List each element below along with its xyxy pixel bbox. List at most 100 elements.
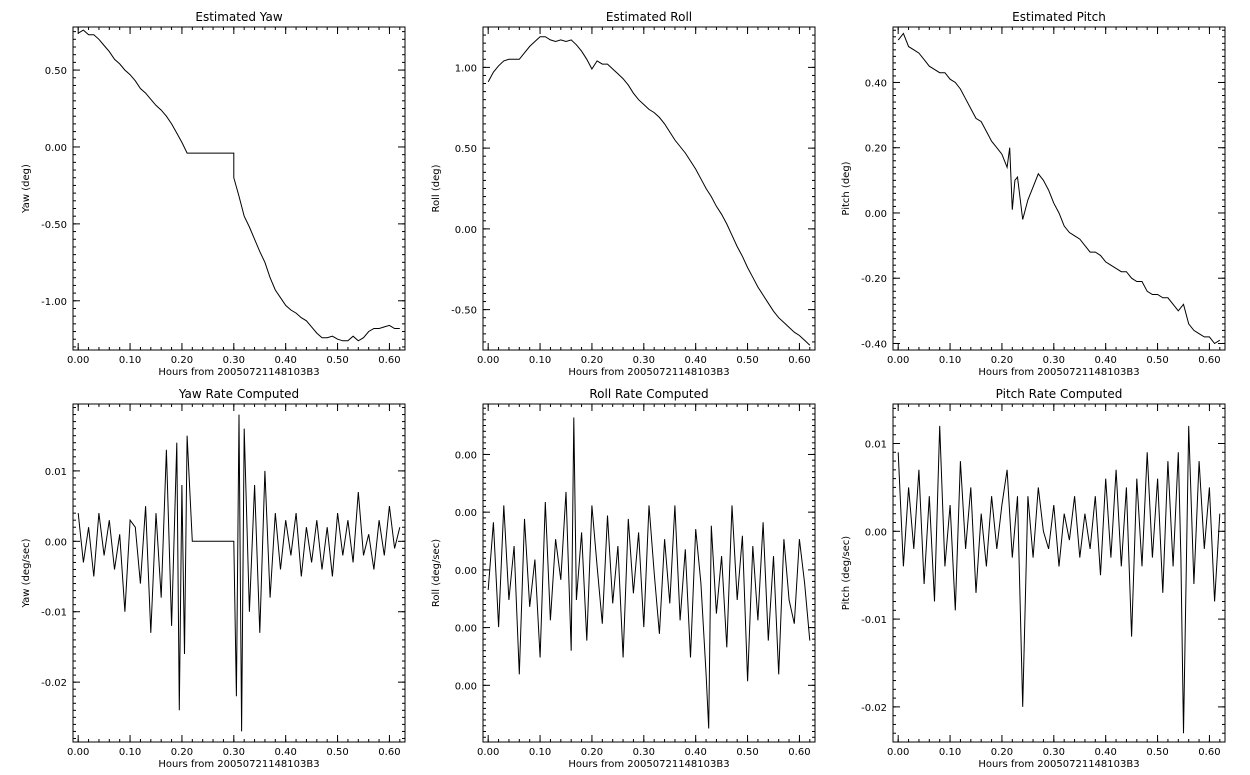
roll-x-tick-label: 0.50 bbox=[736, 355, 758, 366]
pitch_rate-series-line bbox=[897, 425, 1221, 734]
roll-x-tick-label: 0.40 bbox=[685, 355, 707, 366]
roll_rate-ylabel: Roll (deg/sec) bbox=[431, 539, 442, 607]
pitch_rate-y-tick-label: 0.01 bbox=[865, 440, 887, 451]
yaw-y-tick-label: 0.00 bbox=[45, 143, 67, 154]
roll-y-tick-label: 0.00 bbox=[455, 225, 477, 236]
yaw_rate-x-tick-label: 0.10 bbox=[119, 747, 141, 758]
roll-panel: 0.00 0.10 0.20 0.30 0.40 0.50 0.60 -0.50 0.00 0.5… bbox=[431, 10, 816, 378]
pitch_rate-x-tick-label: 0.60 bbox=[1198, 747, 1220, 758]
pitch-y-tick-label: 0.40 bbox=[865, 78, 887, 89]
yaw-x-tick-label: 0.30 bbox=[223, 355, 245, 366]
yaw-ylabel: Yaw (deg) bbox=[21, 164, 32, 214]
roll-x-tick-label: 0.10 bbox=[529, 355, 551, 366]
yaw_rate-x-tick-label: 0.50 bbox=[326, 747, 348, 758]
yaw_rate-ylabel: Yaw (deg/sec) bbox=[21, 538, 32, 608]
yaw-title: Estimated Yaw bbox=[195, 10, 282, 24]
roll-x-tick-label: 0.30 bbox=[633, 355, 655, 366]
roll-xlabel: Hours from 20050721148103B3 bbox=[568, 367, 729, 378]
yaw-x-tick-label: 0.00 bbox=[67, 355, 89, 366]
pitch_rate-x-tick-label: 0.40 bbox=[1095, 747, 1117, 758]
roll_rate-frame bbox=[482, 403, 816, 743]
pitch_rate-x-tick-label: 0.30 bbox=[1043, 747, 1065, 758]
yaw_rate-y-tick-label: 0.00 bbox=[45, 537, 67, 548]
pitch-ylabel: Pitch (deg) bbox=[841, 161, 852, 215]
yaw_rate-y-tick-label: -0.01 bbox=[41, 608, 67, 619]
yaw_rate-x-tick-label: 0.60 bbox=[378, 747, 400, 758]
roll_rate-panel: 0.00 0.10 0.20 0.30 0.40 0.50 0.60 0.00 0.00 0.00… bbox=[431, 387, 816, 770]
pitch-x-tick-label: 0.60 bbox=[1198, 355, 1220, 366]
pitch-x-tick-label: 0.00 bbox=[887, 355, 909, 366]
roll_rate-x-tick-label: 0.00 bbox=[477, 747, 499, 758]
yaw-y-tick-label: 0.50 bbox=[45, 66, 67, 77]
roll_rate-y-tick-label: 0.00 bbox=[455, 508, 477, 519]
roll-x-tick-label: 0.00 bbox=[477, 355, 499, 366]
yaw_rate-frame bbox=[72, 403, 406, 743]
yaw_rate-y-tick-label: -0.02 bbox=[41, 678, 67, 689]
pitch-x-tick-label: 0.10 bbox=[939, 355, 961, 366]
roll_rate-y-tick-label: 0.00 bbox=[455, 681, 477, 692]
roll-y-tick-label: 1.00 bbox=[455, 63, 477, 74]
yaw-frame bbox=[72, 26, 406, 351]
roll_rate-title: Roll Rate Computed bbox=[589, 387, 708, 401]
yaw-x-tick-label: 0.10 bbox=[119, 355, 141, 366]
pitch_rate-panel: 0.00 0.10 0.20 0.30 0.40 0.50 0.60 -0.02 -0.01 0.… bbox=[841, 387, 1226, 770]
yaw-x-tick-label: 0.40 bbox=[275, 355, 297, 366]
yaw-y-tick-label: -0.50 bbox=[41, 220, 67, 231]
yaw_rate-x-tick-label: 0.20 bbox=[171, 747, 193, 758]
yaw_rate-title: Yaw Rate Computed bbox=[178, 387, 299, 401]
pitch-y-tick-label: -0.20 bbox=[861, 274, 887, 285]
yaw-xlabel: Hours from 20050721148103B3 bbox=[158, 367, 319, 378]
yaw_rate-y-tick-label: 0.01 bbox=[45, 467, 67, 478]
pitch_rate-ylabel: Pitch (deg/sec) bbox=[841, 536, 852, 611]
pitch_rate-x-tick-label: 0.10 bbox=[939, 747, 961, 758]
roll_rate-x-tick-label: 0.20 bbox=[581, 747, 603, 758]
pitch-y-tick-label: 0.20 bbox=[865, 144, 887, 155]
roll_rate-x-tick-label: 0.10 bbox=[529, 747, 551, 758]
yaw_rate-x-tick-label: 0.40 bbox=[275, 747, 297, 758]
roll_rate-x-tick-label: 0.30 bbox=[633, 747, 655, 758]
yaw_rate-series-line bbox=[77, 414, 401, 732]
pitch_rate-frame bbox=[892, 403, 1226, 743]
roll_rate-xlabel: Hours from 20050721148103B3 bbox=[568, 759, 729, 770]
roll_rate-y-tick-label: 0.00 bbox=[455, 566, 477, 577]
roll_rate-x-tick-label: 0.40 bbox=[685, 747, 707, 758]
roll_rate-y-tick-label: 0.00 bbox=[455, 624, 477, 635]
pitch_rate-title: Pitch Rate Computed bbox=[996, 387, 1123, 401]
yaw-x-tick-label: 0.20 bbox=[171, 355, 193, 366]
pitch-x-tick-label: 0.40 bbox=[1095, 355, 1117, 366]
roll-y-tick-label: -0.50 bbox=[451, 306, 477, 317]
roll-ylabel: Roll (deg) bbox=[431, 164, 442, 212]
pitch_rate-x-tick-label: 0.00 bbox=[887, 747, 909, 758]
roll-x-tick-label: 0.20 bbox=[581, 355, 603, 366]
yaw_rate-x-tick-label: 0.00 bbox=[67, 747, 89, 758]
pitch_rate-x-tick-label: 0.20 bbox=[991, 747, 1013, 758]
yaw-panel: 0.00 0.10 0.20 0.30 0.40 0.50 0.60 -1.00 -0.50 0.… bbox=[21, 10, 406, 378]
yaw-series-line bbox=[77, 29, 400, 342]
yaw_rate-xlabel: Hours from 20050721148103B3 bbox=[158, 759, 319, 770]
yaw_rate-x-tick-label: 0.30 bbox=[223, 747, 245, 758]
pitch_rate-y-tick-label: 0.00 bbox=[865, 527, 887, 538]
roll-y-tick-label: 0.50 bbox=[455, 144, 477, 155]
roll-title: Estimated Roll bbox=[606, 10, 692, 24]
pitch-series-line bbox=[897, 32, 1221, 345]
pitch-y-tick-label: -0.40 bbox=[861, 339, 887, 350]
pitch-panel: 0.00 0.10 0.20 0.30 0.40 0.50 0.60 -0.40 -0.20 0.… bbox=[841, 10, 1226, 378]
yaw-x-tick-label: 0.50 bbox=[326, 355, 348, 366]
roll_rate-x-tick-label: 0.60 bbox=[788, 747, 810, 758]
pitch_rate-y-tick-label: -0.02 bbox=[861, 703, 887, 714]
roll-series-line bbox=[487, 36, 811, 346]
pitch-y-tick-label: 0.00 bbox=[865, 209, 887, 220]
roll_rate-series-line bbox=[487, 417, 811, 729]
roll-x-tick-label: 0.60 bbox=[788, 355, 810, 366]
yaw-y-tick-label: -1.00 bbox=[41, 297, 67, 308]
pitch_rate-y-tick-label: -0.01 bbox=[861, 615, 887, 626]
pitch-title: Estimated Pitch bbox=[1012, 10, 1106, 24]
pitch_rate-xlabel: Hours from 20050721148103B3 bbox=[978, 759, 1139, 770]
pitch-x-tick-label: 0.50 bbox=[1146, 355, 1168, 366]
pitch-x-tick-label: 0.20 bbox=[991, 355, 1013, 366]
pitch-xlabel: Hours from 20050721148103B3 bbox=[978, 367, 1139, 378]
roll_rate-y-tick-label: 0.00 bbox=[455, 450, 477, 461]
pitch_rate-x-tick-label: 0.50 bbox=[1146, 747, 1168, 758]
roll_rate-x-tick-label: 0.50 bbox=[736, 747, 758, 758]
